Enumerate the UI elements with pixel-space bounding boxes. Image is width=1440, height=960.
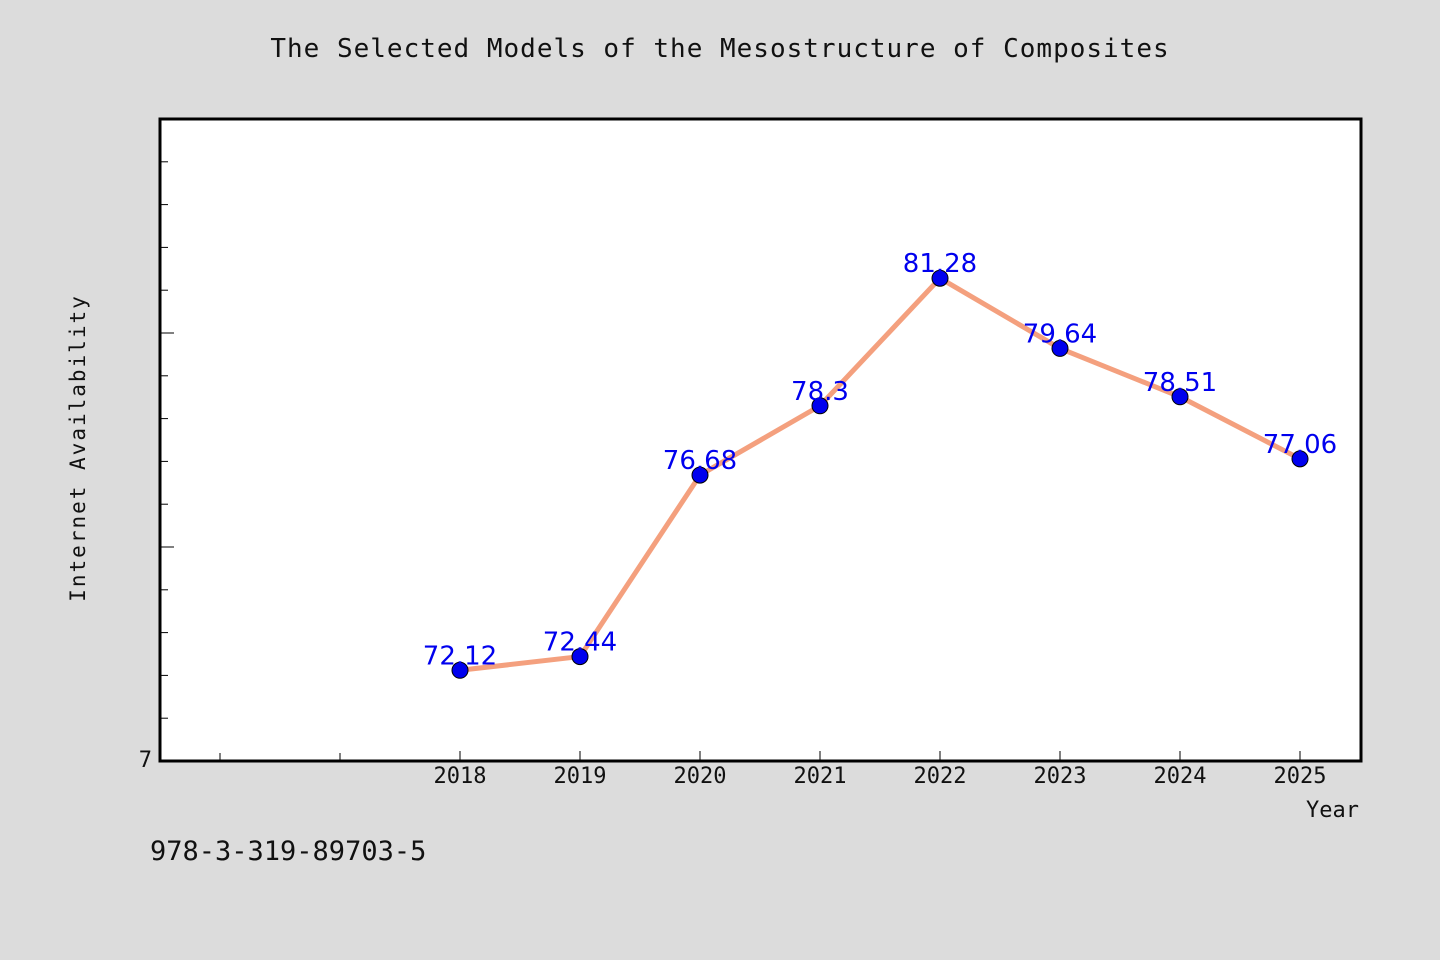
data-label: 72.12 <box>423 641 497 671</box>
data-label: 78.51 <box>1143 368 1217 398</box>
data-point <box>811 397 829 415</box>
data-point <box>691 466 709 484</box>
x-tick-label: 2021 <box>794 764 847 789</box>
x-tick-label: 2024 <box>1154 764 1207 789</box>
data-point <box>571 648 589 666</box>
data-label: 78.3 <box>791 377 849 407</box>
y-tick-label: 7 <box>139 748 152 773</box>
isbn-text: 978-3-319-89703-5 <box>150 836 427 867</box>
data-label: 79.64 <box>1023 319 1097 349</box>
data-point <box>1051 339 1069 357</box>
data-label: 77.06 <box>1263 430 1337 460</box>
chart-title: The Selected Models of the Mesostructure… <box>270 34 1170 64</box>
data-point <box>451 661 469 679</box>
series-layer: 72.12 72.44 76.68 78.3 81.28 79.64 78.51 77.06 <box>423 249 1337 679</box>
data-point <box>1291 450 1309 468</box>
series-line <box>459 275 1302 673</box>
data-label: 72.44 <box>543 628 617 658</box>
x-axis: 2018 2019 2020 2021 2022 2023 2024 2025 <box>219 751 1327 789</box>
x-tick-label: 2020 <box>674 764 727 789</box>
x-tick-label: 2019 <box>554 764 607 789</box>
x-axis-label: Year <box>1306 798 1359 823</box>
data-label: 76.68 <box>663 446 737 476</box>
data-point <box>931 269 949 287</box>
data-label: 81.28 <box>903 249 977 279</box>
x-tick-label: 2023 <box>1034 764 1087 789</box>
y-axis: 7 <box>139 161 174 773</box>
data-point <box>1171 388 1189 406</box>
x-tick-label: 2025 <box>1274 764 1327 789</box>
x-tick-label: 2018 <box>434 764 487 789</box>
x-tick-label: 2022 <box>914 764 967 789</box>
